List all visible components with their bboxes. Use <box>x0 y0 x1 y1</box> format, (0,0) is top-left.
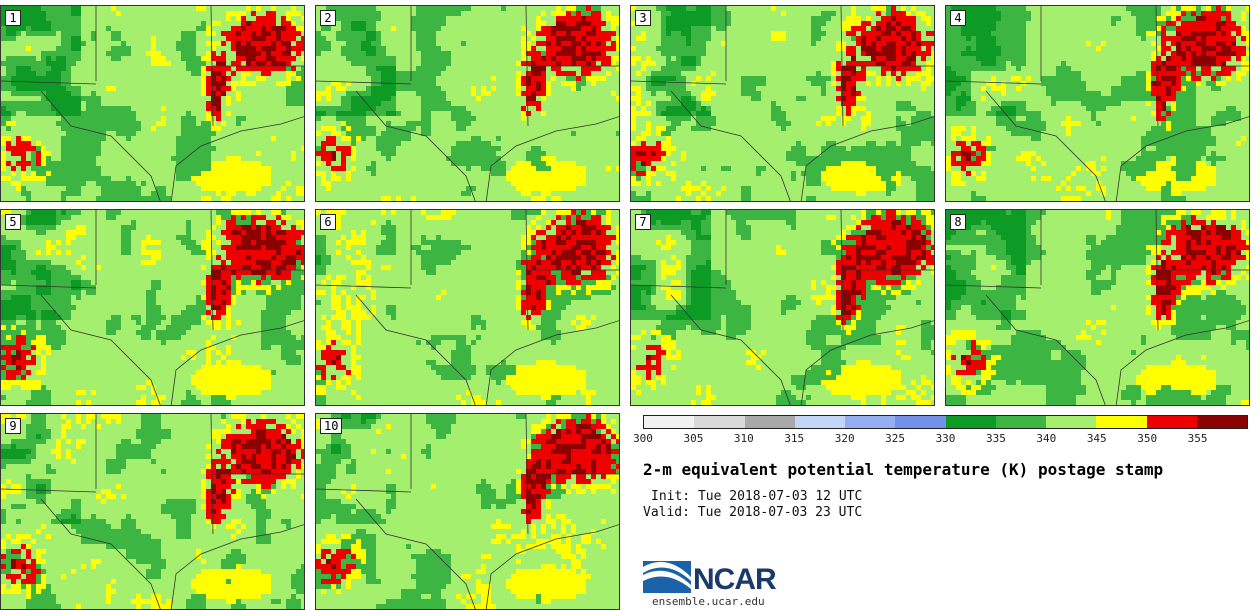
member-number: 3 <box>635 10 651 26</box>
colorbar-segment <box>945 416 996 428</box>
ensemble-member-map: 1 <box>0 5 305 202</box>
ensemble-member-map: 10 <box>315 413 620 610</box>
colorbar-tick-label: 330 <box>935 432 956 445</box>
colorbar-tick-label: 355 <box>1187 432 1208 445</box>
colorbar-segment <box>794 416 845 428</box>
theta-e-field <box>316 6 619 201</box>
colorbar <box>643 415 1248 429</box>
ncar-logo-text: NCAR <box>693 563 777 596</box>
theta-e-field <box>946 210 1249 405</box>
colorbar-segment <box>1096 416 1147 428</box>
colorbar-tick-label: 345 <box>1086 432 1107 445</box>
colorbar-tick-label: 340 <box>1036 432 1057 445</box>
theta-e-field <box>1 210 304 405</box>
ensemble-member-map: 4 <box>945 5 1250 202</box>
colorbar-tick-label: 320 <box>834 432 855 445</box>
ensemble-member-map: 9 <box>0 413 305 610</box>
colorbar-segment <box>744 416 795 428</box>
theta-e-field <box>631 6 934 201</box>
ensemble-member-map: 2 <box>315 5 620 202</box>
site-url: ensemble.ucar.edu <box>652 595 765 608</box>
member-number: 7 <box>635 214 651 230</box>
theta-e-field <box>631 210 934 405</box>
colorbar-tick-label: 315 <box>784 432 805 445</box>
colorbar-segment <box>1196 416 1247 428</box>
ensemble-member-map: 7 <box>630 209 935 406</box>
valid-time: Valid: Tue 2018-07-03 23 UTC <box>643 505 863 520</box>
colorbar-tick-label: 335 <box>985 432 1006 445</box>
ensemble-member-map: 3 <box>630 5 935 202</box>
member-number: 8 <box>950 214 966 230</box>
colorbar-segment <box>1146 416 1197 428</box>
ncar-logo-icon <box>643 561 691 593</box>
colorbar-segment <box>1046 416 1097 428</box>
colorbar-segment <box>694 416 745 428</box>
colorbar-tick-label: 305 <box>683 432 704 445</box>
member-number: 9 <box>5 418 21 434</box>
colorbar-segment <box>845 416 896 428</box>
figure-title: 2-m equivalent potential temperature (K)… <box>643 460 1164 479</box>
member-number: 2 <box>320 10 336 26</box>
colorbar-segment <box>995 416 1046 428</box>
init-time: Init: Tue 2018-07-03 12 UTC <box>651 489 863 504</box>
ensemble-member-map: 8 <box>945 209 1250 406</box>
ensemble-member-map: 6 <box>315 209 620 406</box>
colorbar-tick-label: 300 <box>633 432 653 445</box>
ensemble-member-map: 5 <box>0 209 305 406</box>
member-number: 4 <box>950 10 966 26</box>
member-number: 10 <box>320 418 343 434</box>
theta-e-field <box>316 414 619 609</box>
colorbar-segment <box>895 416 946 428</box>
theta-e-field <box>1 6 304 201</box>
member-number: 5 <box>5 214 21 230</box>
theta-e-field <box>316 210 619 405</box>
colorbar-tick-label: 310 <box>733 432 754 445</box>
theta-e-field <box>946 6 1249 201</box>
colorbar-segment <box>644 416 695 428</box>
colorbar-tick-label: 325 <box>885 432 906 445</box>
colorbar-tick-label: 350 <box>1137 432 1158 445</box>
theta-e-field <box>1 414 304 609</box>
member-number: 6 <box>320 214 336 230</box>
member-number: 1 <box>5 10 21 26</box>
